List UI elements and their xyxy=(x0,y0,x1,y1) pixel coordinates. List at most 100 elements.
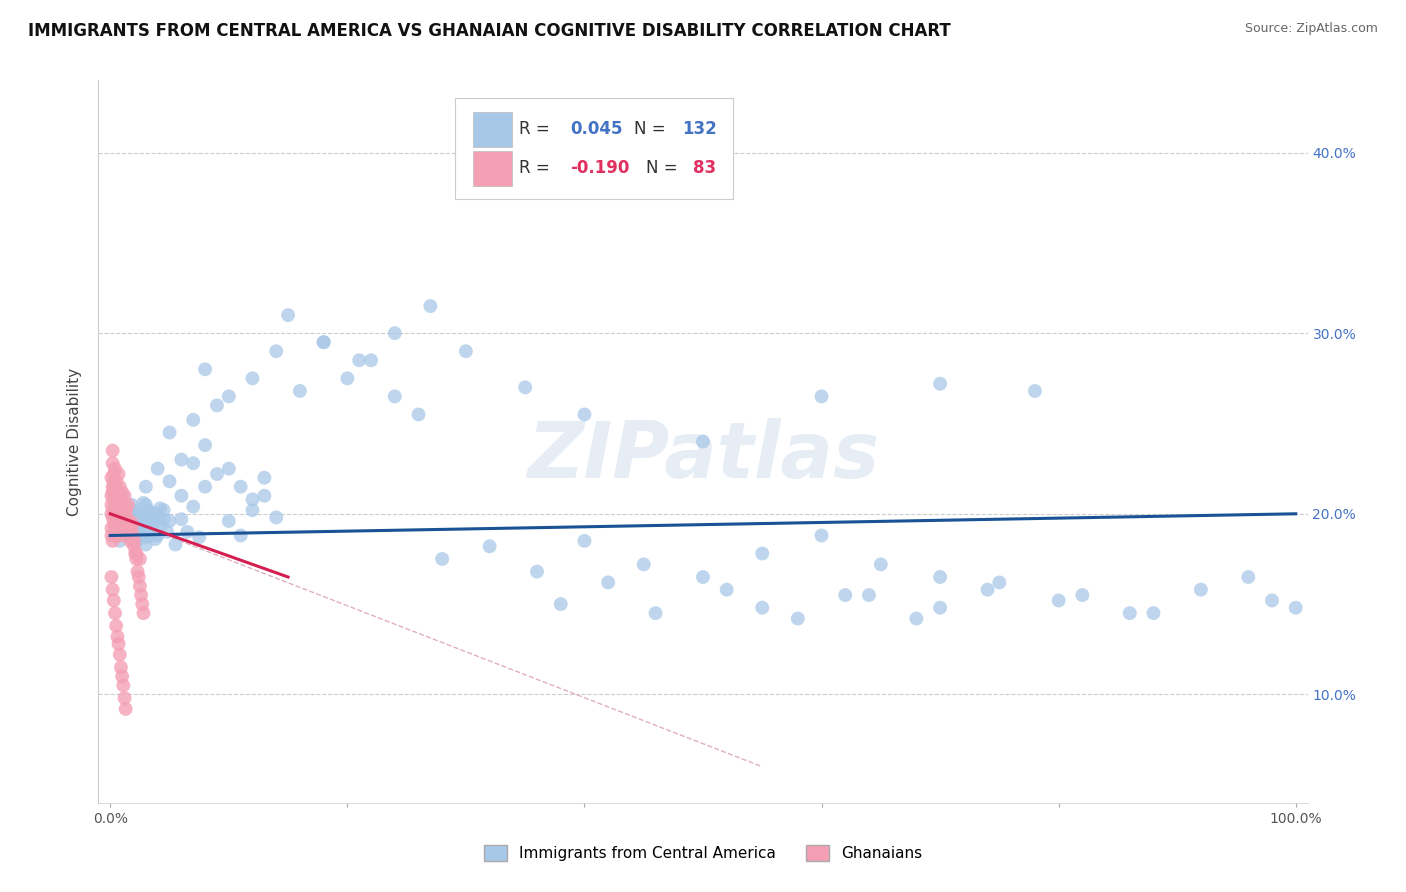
Point xyxy=(124,547,146,561)
Point xyxy=(277,308,299,322)
Point xyxy=(264,510,287,524)
Point xyxy=(176,524,198,539)
Point xyxy=(112,510,135,524)
Point xyxy=(114,503,136,517)
Point xyxy=(858,588,880,602)
Point xyxy=(1189,582,1212,597)
Point xyxy=(170,512,193,526)
Point xyxy=(125,512,148,526)
Point xyxy=(360,353,382,368)
Point xyxy=(127,565,149,579)
Text: 83: 83 xyxy=(693,160,717,178)
Point xyxy=(100,498,122,512)
Point xyxy=(103,467,125,481)
Point xyxy=(141,516,163,530)
Point xyxy=(149,519,172,533)
Point xyxy=(152,512,174,526)
Point xyxy=(146,528,169,542)
Point xyxy=(129,579,152,593)
Point xyxy=(384,326,406,341)
Point xyxy=(114,702,136,716)
Point xyxy=(188,530,211,544)
Point xyxy=(141,517,163,532)
Point xyxy=(114,503,136,517)
Point xyxy=(170,452,193,467)
Point xyxy=(136,505,159,519)
Point xyxy=(135,528,157,542)
Point xyxy=(135,480,157,494)
Point xyxy=(122,539,145,553)
Point xyxy=(105,485,128,500)
Point xyxy=(105,528,128,542)
Point xyxy=(181,456,204,470)
Point xyxy=(205,467,228,481)
Point xyxy=(105,516,128,530)
Point xyxy=(229,480,252,494)
Point xyxy=(218,514,240,528)
Point xyxy=(419,299,441,313)
Point xyxy=(111,485,134,500)
Point xyxy=(515,380,537,394)
Point xyxy=(135,537,157,551)
Point xyxy=(1071,588,1094,602)
Point xyxy=(103,475,125,489)
Point xyxy=(121,503,143,517)
Point xyxy=(101,510,124,524)
Y-axis label: Cognitive Disability: Cognitive Disability xyxy=(67,368,83,516)
Point xyxy=(105,489,128,503)
Point xyxy=(598,575,620,590)
Point xyxy=(108,480,131,494)
Point xyxy=(1024,384,1046,398)
Point xyxy=(929,376,952,391)
Point xyxy=(125,533,148,548)
Text: ZIPatlas: ZIPatlas xyxy=(527,418,879,494)
Point xyxy=(100,528,122,542)
Point xyxy=(1261,593,1284,607)
Point xyxy=(110,510,132,524)
Point xyxy=(242,503,264,517)
Point xyxy=(120,533,142,548)
Point xyxy=(103,492,125,507)
Point xyxy=(101,533,124,548)
Point xyxy=(114,521,136,535)
Point xyxy=(146,461,169,475)
Point xyxy=(716,582,738,597)
Point xyxy=(976,582,998,597)
Point xyxy=(229,528,252,542)
Point xyxy=(101,443,124,458)
Point xyxy=(125,552,148,566)
Point xyxy=(1285,600,1308,615)
Point xyxy=(105,516,128,530)
Point xyxy=(336,371,359,385)
Point xyxy=(141,516,163,530)
Point xyxy=(125,547,148,561)
Point xyxy=(122,533,145,548)
Point xyxy=(129,510,152,524)
Point xyxy=(111,498,134,512)
Point xyxy=(574,533,596,548)
Point xyxy=(156,524,179,539)
Point xyxy=(146,514,169,528)
Point xyxy=(136,516,159,530)
FancyBboxPatch shape xyxy=(474,112,512,147)
Point xyxy=(146,508,169,523)
Point xyxy=(101,503,124,517)
Point xyxy=(101,485,124,500)
Point xyxy=(218,461,240,475)
Point xyxy=(121,528,143,542)
Point xyxy=(143,532,166,546)
Point xyxy=(104,507,127,521)
Text: 0.045: 0.045 xyxy=(569,120,623,138)
Point xyxy=(128,570,150,584)
Point xyxy=(129,521,152,535)
Point xyxy=(108,533,131,548)
Point xyxy=(1119,606,1142,620)
Point xyxy=(107,507,129,521)
Point xyxy=(117,528,139,542)
Text: N =: N = xyxy=(634,120,671,138)
Point xyxy=(905,611,928,625)
Point xyxy=(115,510,138,524)
Text: N =: N = xyxy=(647,160,683,178)
Point xyxy=(129,508,152,523)
Point xyxy=(114,516,136,530)
